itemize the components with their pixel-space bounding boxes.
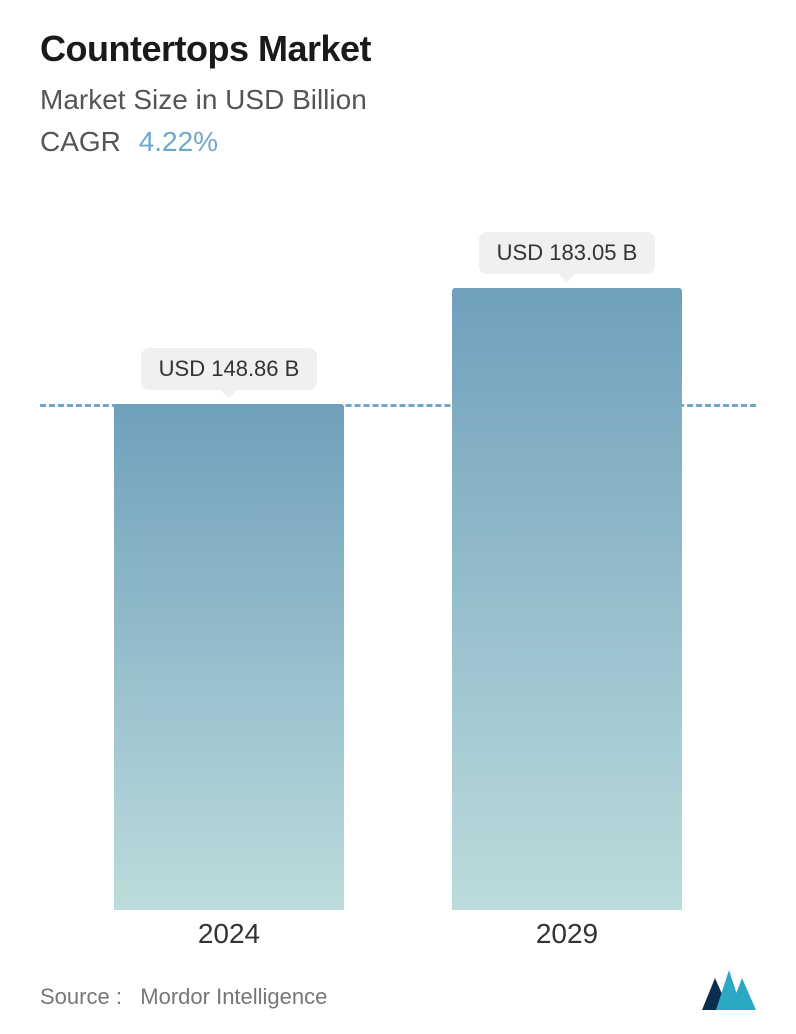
cagr-label: CAGR [40, 126, 121, 157]
chart-subtitle: Market Size in USD Billion [40, 84, 756, 116]
cagr-value: 4.22% [139, 126, 218, 157]
x-axis-label: 2029 [452, 918, 682, 950]
bar [452, 288, 682, 910]
x-axis-label: 2024 [114, 918, 344, 950]
cagr-line: CAGR 4.22% [40, 126, 756, 158]
bar-group: USD 148.86 B [114, 348, 344, 910]
chart-area: USD 148.86 B USD 183.05 B [0, 230, 796, 910]
value-pill: USD 183.05 B [479, 232, 656, 274]
source-text: Source : Mordor Intelligence [40, 984, 327, 1010]
mordor-logo-icon [702, 970, 756, 1010]
x-axis-labels: 2024 2029 [0, 918, 796, 950]
bar-group: USD 183.05 B [452, 232, 682, 910]
bar [114, 404, 344, 910]
value-pill: USD 148.86 B [141, 348, 318, 390]
source-name: Mordor Intelligence [140, 984, 327, 1009]
chart-title: Countertops Market [40, 28, 756, 70]
source-label: Source : [40, 984, 122, 1009]
chart-footer: Source : Mordor Intelligence [40, 970, 756, 1010]
bars-container: USD 148.86 B USD 183.05 B [0, 230, 796, 910]
chart-header: Countertops Market Market Size in USD Bi… [0, 0, 796, 158]
